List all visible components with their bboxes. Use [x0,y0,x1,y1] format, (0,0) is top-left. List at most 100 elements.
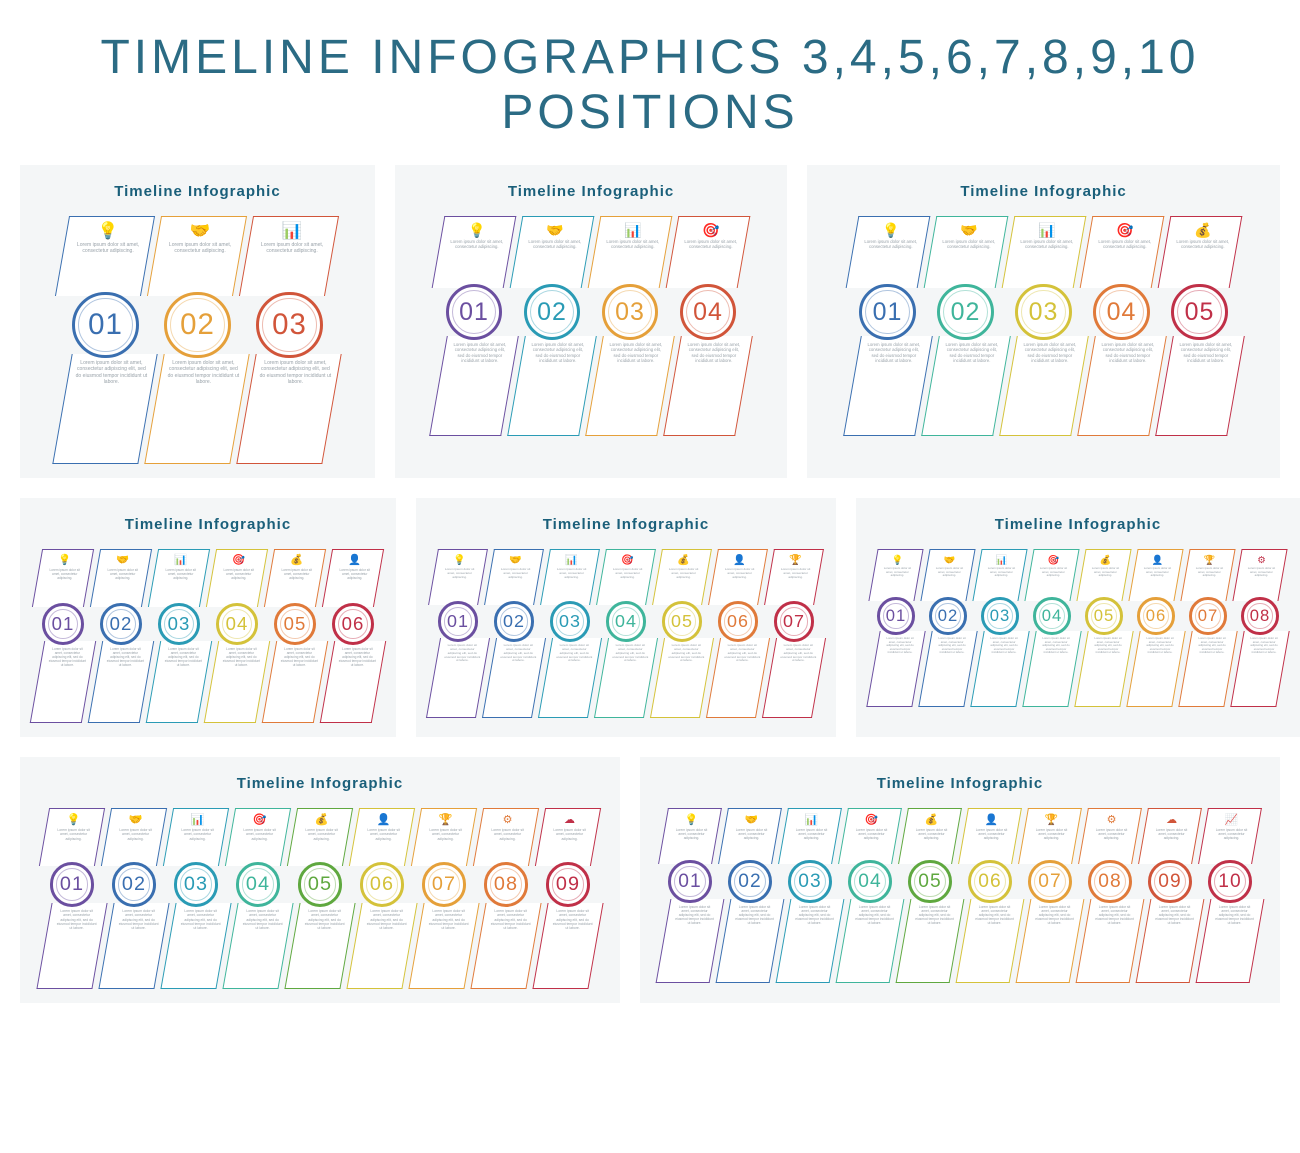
timeline-step: 🤝Lorem ipsum dolor sit amet, consectetur… [486,549,542,717]
step-card-bottom: Lorem ipsum dolor sit amet, consectetur … [716,899,785,983]
step-number: 07 [783,611,805,632]
step-number: 07 [432,873,456,896]
step-text-top: Lorem ipsum dolor sit amet, consectetur … [102,569,144,581]
step-icon: 💰 [1194,223,1211,237]
panel-title: Timeline Infographic [870,516,1286,533]
step-text-top: Lorem ipsum dolor sit amet, consectetur … [859,239,921,250]
step-card-top: 🏆Lorem ipsum dolor sit amet, consectetur… [1018,808,1082,864]
step-number-circle: 09 [546,862,591,907]
timeline-step: ⚙Lorem ipsum dolor sit amet, consectetur… [1080,808,1140,983]
step-text-bottom: Lorem ipsum dolor sit amet, consectetur … [54,909,100,930]
step-icon: 👤 [1152,556,1164,565]
step-card-bottom: Lorem ipsum dolor sit amet, consectetur … [776,899,845,983]
step-text-bottom: Lorem ipsum dolor sit amet, consectetur … [1018,342,1080,363]
step-number-circle: 04 [1093,284,1149,340]
timeline-step: 💡Lorem ipsum dolor sit amet, consectetur… [435,216,513,436]
step-text-top: Lorem ipsum dolor sit amet, consectetur … [776,568,816,580]
step-text-top: Lorem ipsum dolor sit amet, consectetur … [440,568,480,580]
step-text-bottom: Lorem ipsum dolor sit amet, consectetur … [722,644,762,663]
step-icon: 🎯 [1116,223,1133,237]
timeline-step: 🤝Lorem ipsum dolor sit amet, consectetur… [103,808,165,989]
step-text-top: Lorem ipsum dolor sit amet, consectetur … [1029,828,1073,840]
step-icon: 🤝 [116,556,129,566]
step-text-top: Lorem ipsum dolor sit amet, consectetur … [299,828,345,841]
step-number-circle: 05 [274,603,316,645]
step-number-circle: 03 [158,603,200,645]
step-number: 01 [60,873,84,896]
step-card-top: 💰Lorem ipsum dolor sit amet, consectetur… [1076,549,1131,601]
step-card-top: ⚙Lorem ipsum dolor sit amet, consectetur… [473,808,539,866]
step-text-bottom: Lorem ipsum dolor sit amet, consectetur … [972,905,1016,926]
panel-3-steps: Timeline Infographic💡Lorem ipsum dolor s… [20,165,375,478]
step-number-circle: 04 [606,601,646,641]
step-text-bottom: Lorem ipsum dolor sit amet, consectetur … [1152,905,1196,926]
step-number-circle: 05 [298,862,343,907]
step-text-bottom: Lorem ipsum dolor sit amet, consectetur … [554,644,594,663]
step-card-bottom: Lorem ipsum dolor sit amet, consectetur … [145,354,250,464]
step-card-top: 💰Lorem ipsum dolor sit amet, consectetur… [652,549,712,605]
timeline-step: 💡Lorem ipsum dolor sit amet, consectetur… [870,549,922,706]
step-icon: 🏆 [439,815,453,826]
step-text-bottom: Lorem ipsum dolor sit amet, consectetur … [46,647,88,667]
step-text-top: Lorem ipsum dolor sit amet, consectetur … [680,239,742,250]
step-number: 06 [727,611,749,632]
step-card-bottom: Lorem ipsum dolor sit amet, consectetur … [426,638,490,718]
step-text-bottom: Lorem ipsum dolor sit amet, consectetur … [1246,637,1282,655]
step-number-circle: 05 [908,860,951,903]
step-card-top: 👤Lorem ipsum dolor sit amet, consectetur… [1128,549,1183,601]
step-number: 05 [308,873,332,896]
step-icon: 🤝 [190,223,211,240]
step-number-circle: 07 [422,862,467,907]
timeline-step: ⚙Lorem ipsum dolor sit amet, consectetur… [1234,549,1286,706]
timeline-step: 🏆Lorem ipsum dolor sit amet, consectetur… [1182,549,1234,706]
step-number-circle: 01 [50,862,95,907]
step-number-circle: 06 [968,860,1011,903]
step-number: 08 [1250,606,1271,626]
step-card-top: 💡Lorem ipsum dolor sit amet, consectetur… [845,216,930,288]
step-card-top: 🤝Lorem ipsum dolor sit amet, consectetur… [147,216,247,296]
step-text-top: Lorem ipsum dolor sit amet, consectetur … [361,828,407,841]
step-card-top: 🤝Lorem ipsum dolor sit amet, consectetur… [718,808,782,864]
step-number: 09 [556,873,580,896]
step-text-top: Lorem ipsum dolor sit amet, consectetur … [334,569,376,581]
step-text-bottom: Lorem ipsum dolor sit amet, consectetur … [882,637,918,655]
timeline-step: 💰Lorem ipsum dolor sit amet, consectetur… [654,549,710,717]
timeline-step: 🤝Lorem ipsum dolor sit amet, consectetur… [927,216,1005,436]
step-card-top: 📊Lorem ipsum dolor sit amet, consectetur… [148,549,210,607]
step-text-bottom: Lorem ipsum dolor sit amet, consectetur … [1090,637,1126,655]
step-number-circle: 07 [774,601,814,641]
step-number: 03 [1029,298,1059,327]
step-card-bottom: Lorem ipsum dolor sit amet, consectetur … [30,641,96,723]
step-icon: 🎯 [232,556,245,566]
step-card-top: ☁Lorem ipsum dolor sit amet, consectetur… [1138,808,1202,864]
panel-title: Timeline Infographic [654,775,1266,792]
panel-9-steps: Timeline Infographic💡Lorem ipsum dolor s… [20,757,620,1003]
step-card-bottom: Lorem ipsum dolor sit amet, consectetur … [1178,631,1237,707]
step-card-top: 🤝Lorem ipsum dolor sit amet, consectetur… [101,808,167,866]
step-text-bottom: Lorem ipsum dolor sit amet, consectetur … [498,644,538,663]
step-text-top: Lorem ipsum dolor sit amet, consectetur … [44,569,86,581]
step-icon: 📊 [805,815,818,826]
step-card-bottom: Lorem ipsum dolor sit amet, consectetur … [429,336,519,436]
step-card-bottom: Lorem ipsum dolor sit amet, consectetur … [585,336,675,436]
step-card-top: 💡Lorem ipsum dolor sit amet, consectetur… [55,216,155,296]
step-number: 06 [342,613,365,635]
step-icon: ☁ [564,815,575,826]
step-card-bottom: Lorem ipsum dolor sit amet, consectetur … [836,899,905,983]
timeline-step: 💰Lorem ipsum dolor sit amet, consectetur… [1078,549,1130,706]
step-text-top: Lorem ipsum dolor sit amet, consectetur … [160,569,202,581]
timeline: 💡Lorem ipsum dolor sit amet, consectetur… [34,216,361,464]
step-card-top: 👤Lorem ipsum dolor sit amet, consectetur… [322,549,384,607]
step-card-bottom: Lorem ipsum dolor sit amet, consectetur … [408,903,479,989]
step-text-bottom: Lorem ipsum dolor sit amet, consectetur … [610,644,650,663]
step-text-bottom: Lorem ipsum dolor sit amet, consectetur … [934,637,970,655]
step-number-circle: 02 [937,284,993,340]
step-card-bottom: Lorem ipsum dolor sit amet, consectetur … [843,336,933,436]
step-card-top: 👤Lorem ipsum dolor sit amet, consectetur… [349,808,415,866]
step-card-bottom: Lorem ipsum dolor sit amet, consectetur … [594,638,658,718]
step-text-top: Lorem ipsum dolor sit amet, consectetur … [1149,828,1193,840]
step-text-bottom: Lorem ipsum dolor sit amet, consectetur … [162,647,204,667]
step-number: 07 [1198,606,1219,626]
step-icon: 🤝 [745,815,758,826]
step-text-bottom: Lorem ipsum dolor sit amet, consectetur … [792,905,836,926]
